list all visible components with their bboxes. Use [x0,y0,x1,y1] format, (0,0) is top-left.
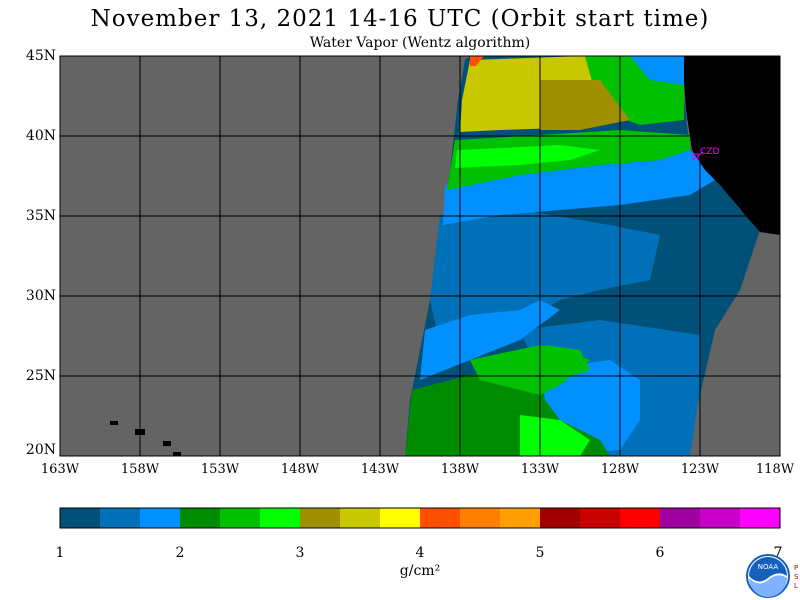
swath-green-blob [545,345,590,380]
lat-label-20n: 20N [25,442,56,458]
lon-label-153w: 153W [200,462,240,477]
lon-label-143w: 143W [360,462,400,477]
colorbar-swatch [60,508,100,528]
colorbar-swatch [420,508,460,528]
colorbar-swatch [460,508,500,528]
lat-label-40n: 40N [25,128,56,144]
lon-label-133w: 133W [520,462,560,477]
psl-letter-p: P [794,564,798,572]
swath-light-blue-mid [420,300,560,380]
lon-label-163w: 163W [40,462,80,477]
colorbar-swatch [740,508,780,528]
noaa-logo: NOAA [746,554,790,598]
lat-label-25n: 25N [25,368,56,384]
colorbar-swatch [620,508,660,528]
colorbar-swatch [220,508,260,528]
map-title: November 13, 2021 14-16 UTC (Orbit start… [90,6,710,32]
colorbar-units: g/cm² [399,563,441,579]
lon-label-138w: 138W [440,462,480,477]
colorbar-swatch [100,508,140,528]
colorbar-swatch [700,508,740,528]
station-marker [692,151,704,160]
land-north-america [684,56,780,235]
colorbar-swatch [500,508,540,528]
colorbar [60,508,780,528]
colorbar-swatch [140,508,180,528]
swath-mid-blue [430,210,660,345]
swath-light-blue-north [443,150,715,225]
colorbar-tick-6: 6 [655,545,665,561]
map-subtitle: Water Vapor (Wentz algorithm) [309,35,531,51]
lat-label-35n: 35N [25,208,56,224]
psl-logo: P S L [794,564,799,590]
colorbar-tick-2: 2 [175,545,185,561]
psl-letter-s: S [794,573,799,581]
colorbar-swatch [300,508,340,528]
colorbar-tick-3: 3 [295,545,305,561]
lon-label-118w: 118W [755,462,795,477]
colorbar-swatch [260,508,300,528]
station-label: CZD [700,147,720,157]
colorbar-swatch [380,508,420,528]
lon-label-128w: 128W [600,462,640,477]
colorbar-tick-7: 7 [773,545,783,561]
lat-label-45n: 45N [25,48,56,64]
lat-lon-grid [60,56,780,456]
colorbar-swatch [540,508,580,528]
swath-blue-ne [630,56,684,85]
swath-bright-green-south [520,415,590,456]
colorbar-swatch [180,508,220,528]
colorbar-swatch [340,508,380,528]
noaa-psl-logos: NOAA P S L [746,554,799,598]
colorbar-swatch [660,508,700,528]
colorbar-frame [59,507,781,529]
lat-label-30n: 30N [25,288,56,304]
swath-olive-north [540,80,630,130]
swath-bright-green-north [455,145,600,168]
lon-label-158w: 158W [120,462,160,477]
map-frame [59,55,781,457]
svg-text:NOAA: NOAA [758,563,779,571]
psl-letter-l: L [794,582,798,590]
vapor-swath [405,56,760,456]
colorbar-tick-4: 4 [415,545,425,561]
colorbar-swatch [580,508,620,528]
colorbar-tick-5: 5 [535,545,545,561]
lon-label-123w: 123W [680,462,720,477]
lon-label-148w: 148W [280,462,320,477]
swath-orange-tip [470,56,484,66]
colorbar-tick-1: 1 [55,545,65,561]
